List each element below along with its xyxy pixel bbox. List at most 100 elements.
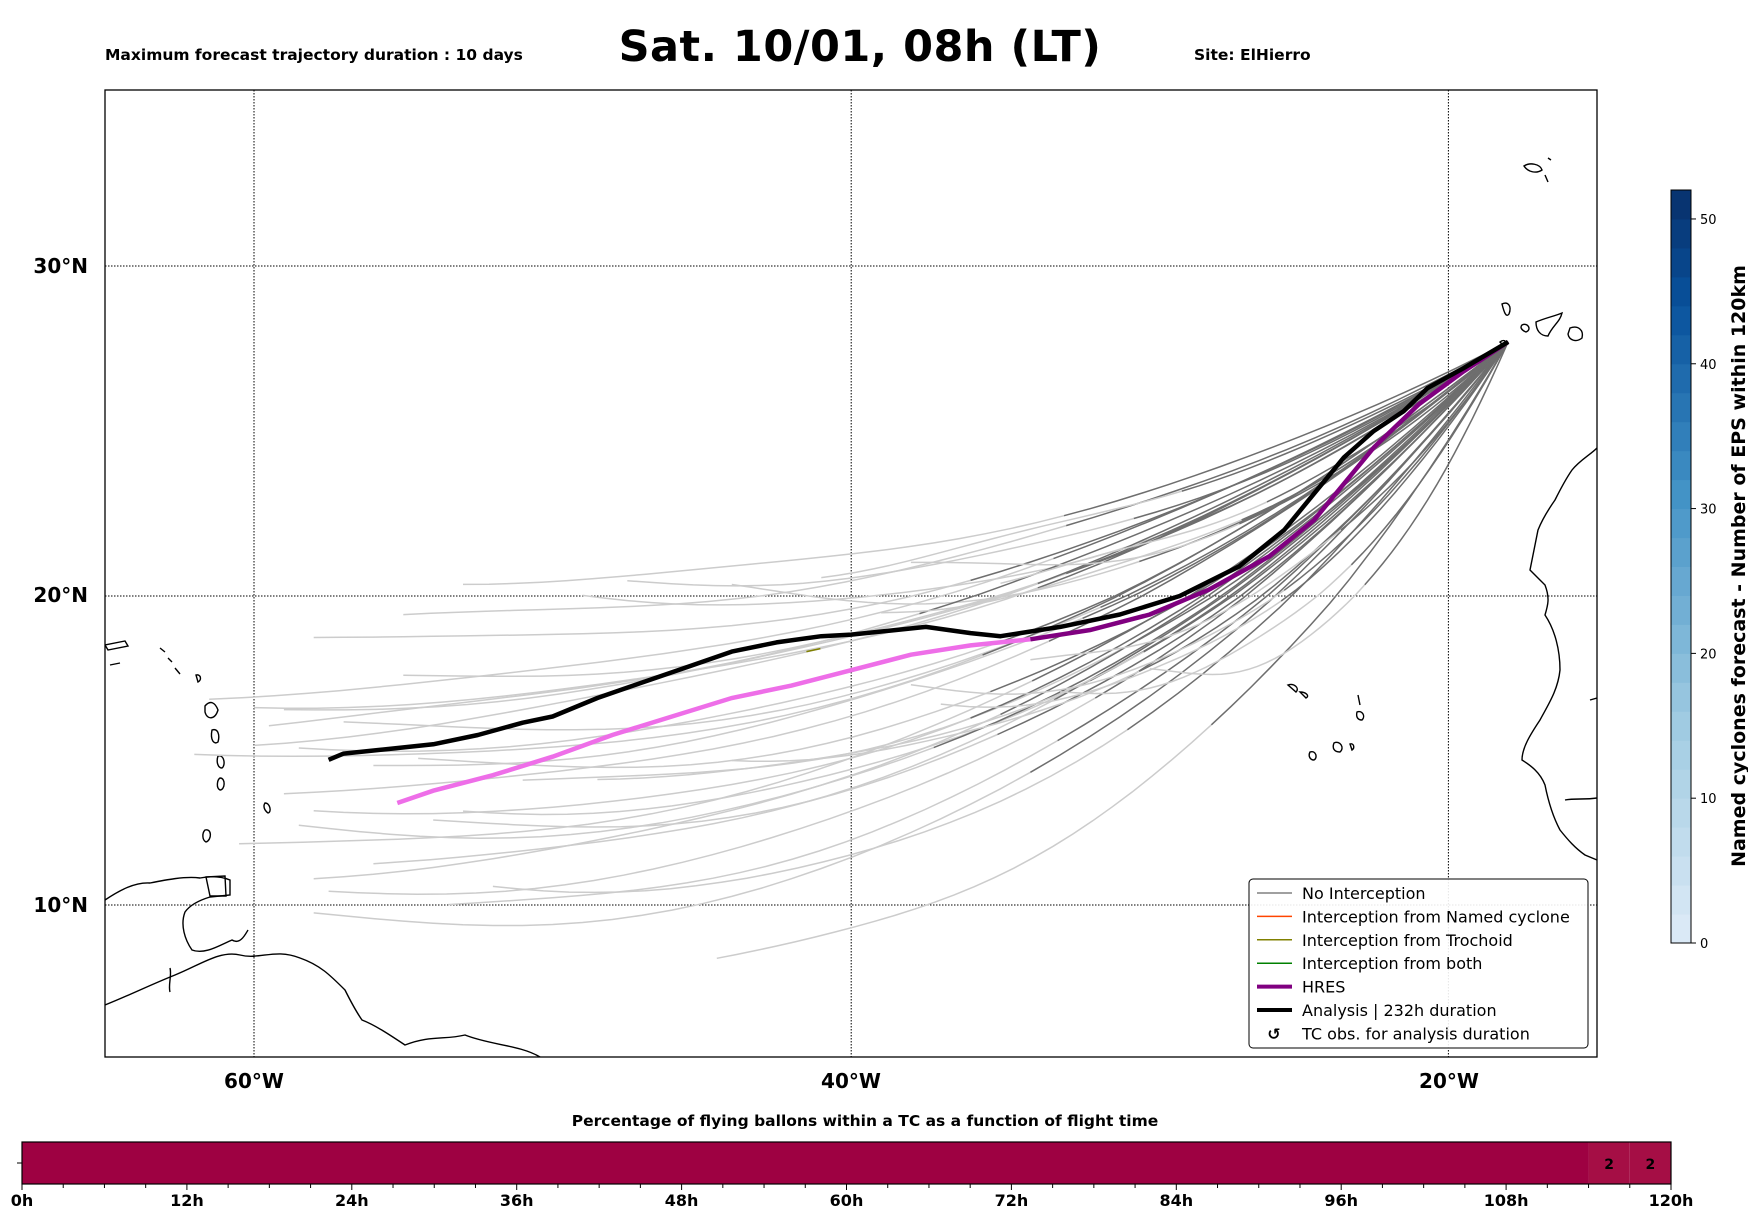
legend-label: Interception from Trochoid	[1302, 931, 1513, 950]
colorbar-cell	[1671, 769, 1691, 799]
island-grenada	[202, 829, 212, 843]
island-guadeloupe	[204, 701, 219, 719]
colorbar-cell	[1671, 392, 1691, 423]
colorbar-cell	[1671, 190, 1691, 220]
eps-track-far	[253, 582, 1039, 747]
eps-track-near	[1037, 341, 1509, 585]
colorbar-cell	[1671, 479, 1691, 510]
eps-track-far	[313, 717, 971, 815]
island-gomera	[1520, 323, 1530, 333]
eps-track-far	[1000, 501, 1268, 585]
lon-tick-40w: 40°W	[821, 1069, 881, 1093]
colorbar-tick-label: 40	[1700, 358, 1717, 373]
colorbar-cell	[1671, 276, 1691, 307]
bottom-bar-segment	[22, 1142, 1589, 1184]
colorbar-cell	[1671, 334, 1691, 365]
colorbar-cell	[1671, 856, 1691, 886]
analysis-track	[327, 339, 1510, 762]
island-puerto-rico	[105, 640, 130, 651]
colorbar-label: Named cyclones forecast - Number of EPS …	[1728, 265, 1748, 867]
coastlines	[105, 157, 1597, 1057]
eps-track-far	[821, 490, 1183, 579]
coastline-venezuela	[105, 876, 249, 952]
hurricane-symbol-icon: ↺	[1267, 1024, 1280, 1043]
bottom-bar-segment	[1629, 1142, 1671, 1184]
eps-track-far	[731, 670, 1140, 763]
island-cape-verde-5	[1332, 741, 1343, 753]
colorbar-cell	[1671, 682, 1691, 712]
lat-tick-20n: 20°N	[33, 583, 88, 607]
map-panel: 60°W 40°W 20°W 30°N 20°N 10°N No Interce…	[33, 89, 1598, 1093]
eps-track-far	[403, 524, 1067, 616]
colorbar-cell	[1671, 305, 1691, 336]
eps-track-near	[1350, 341, 1509, 566]
colorbar-cell	[1671, 421, 1691, 452]
eps-track-far	[239, 680, 1033, 845]
island-porto-santo	[1544, 157, 1552, 183]
bottom-bar-value-label: 2	[1646, 1157, 1656, 1173]
colorbar-tick-label: 20	[1700, 647, 1717, 662]
island-cape-verde-2	[1298, 691, 1309, 699]
eps-track-far	[313, 771, 1031, 927]
eps-track-far	[283, 640, 1050, 795]
eps-track-near	[1063, 341, 1509, 517]
colorbar-tick-label: 10	[1700, 792, 1717, 807]
trajectory-layer	[194, 339, 1510, 960]
island-cape-verde-7	[1349, 743, 1355, 752]
coastline-trinidad	[205, 875, 227, 897]
tc-percentage-bar: Percentage of flying ballons within a TC…	[11, 1112, 1694, 1210]
eps-track-far	[433, 733, 998, 828]
eps-track-far	[492, 729, 1128, 894]
eps-track-far	[328, 697, 1096, 895]
eps-track-far	[1149, 584, 1366, 676]
eps-track-far	[418, 690, 991, 769]
bottom-bar-tick-label: 0h	[11, 1191, 34, 1210]
header-site: Site: ElHierro	[1194, 46, 1311, 64]
bottom-bar-tick-label: 108h	[1484, 1191, 1529, 1210]
colorbar-cell	[1671, 537, 1691, 567]
eps-track-far	[209, 557, 1054, 701]
eps-track-far	[1060, 564, 1352, 695]
coastline-africa	[1521, 447, 1597, 861]
colorbar-cell	[1671, 914, 1691, 944]
bottom-bar-tick-label: 48h	[665, 1191, 699, 1210]
colorbar-tick-label: 30	[1700, 503, 1717, 518]
eps-track-far	[268, 612, 920, 727]
hres-track-near	[1030, 340, 1510, 642]
lat-tick-30n: 30°N	[33, 254, 88, 278]
eps-track-near	[1340, 341, 1509, 531]
colorbar-cell	[1671, 566, 1691, 596]
header-max-duration: Maximum forecast trajectory duration : 1…	[105, 46, 523, 64]
island-cape-verde-6	[1308, 750, 1317, 761]
eps-track-far	[910, 523, 1240, 566]
colorbar-cell	[1671, 740, 1691, 770]
colorbar-cell	[1671, 247, 1691, 278]
colorbar-frame	[1670, 189, 1692, 944]
bottom-bar-tick-label: 84h	[1159, 1191, 1193, 1210]
coastline-south-america	[105, 953, 541, 1057]
bottom-bar-value-label: 2	[1604, 1157, 1614, 1173]
eps-track-near	[1126, 341, 1509, 731]
eps-track-near	[1364, 341, 1509, 586]
island-martinique	[210, 728, 220, 744]
island-madeira	[1523, 163, 1543, 173]
eps-track-far	[313, 713, 1001, 880]
eps-track-far	[731, 560, 1140, 605]
eps-track-far	[910, 589, 1285, 695]
island-tenerife	[1535, 311, 1563, 337]
colorbar-cell	[1671, 711, 1691, 741]
island-stvincent	[216, 777, 225, 791]
lon-tick-20w: 20°W	[1419, 1069, 1479, 1093]
eps-track-far	[1030, 529, 1342, 661]
bottom-bar-tick-label: 96h	[1324, 1191, 1358, 1210]
island-barbados	[263, 802, 271, 814]
island-cape-verde-1	[1286, 683, 1298, 693]
map-axis-labels: 60°W 40°W 20°W 30°N 20°N 10°N	[33, 254, 1479, 1093]
coastline-africa-3	[1589, 697, 1597, 701]
eps-track-far	[313, 579, 971, 639]
coastline-guiana	[168, 967, 172, 993]
colorbar: 0 10 20 30 40 50 Named cyclones forecast - Nu…	[1670, 189, 1748, 952]
coastline-africa-2	[1564, 797, 1597, 801]
island-cape-verde-4	[1355, 710, 1365, 721]
bottom-bar-tick-label: 36h	[500, 1191, 534, 1210]
